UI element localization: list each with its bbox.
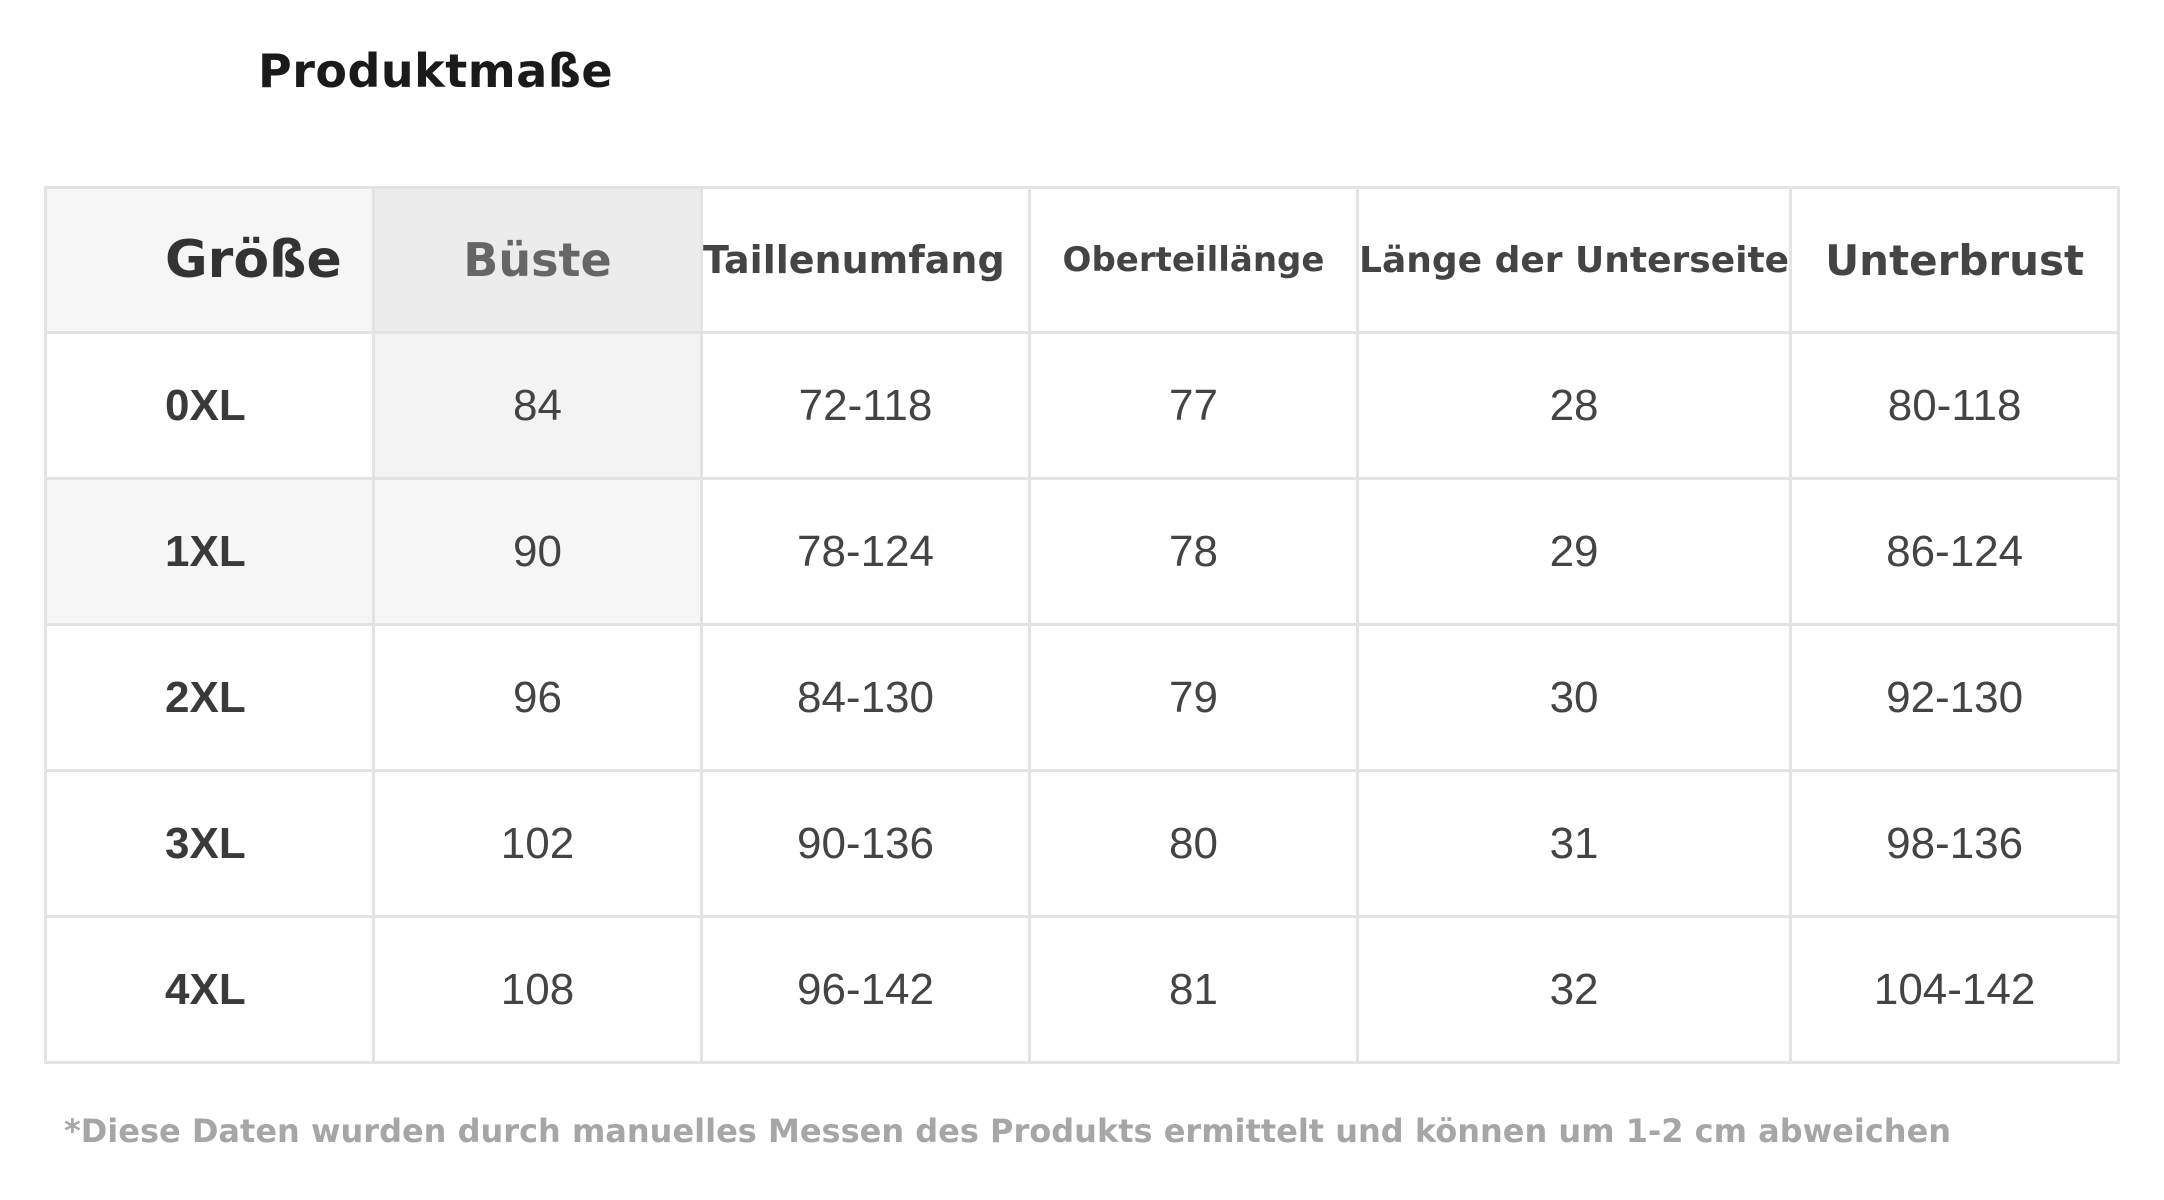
- top-length-cell: 77: [1028, 331, 1359, 480]
- header-top-length: Oberteillänge: [1028, 186, 1359, 334]
- table-row: 2XL 96 84-130 79 30 92-130: [44, 623, 2121, 772]
- size-chart-table: Größe Büste Taillenumfang Oberteillänge …: [44, 186, 2121, 1064]
- underbust-cell: 92-130: [1789, 623, 2121, 772]
- underbust-cell: 98-136: [1789, 769, 2121, 918]
- bust-cell: 108: [372, 915, 703, 1064]
- bust-cell: 90: [372, 477, 703, 626]
- bust-cell: 96: [372, 623, 703, 772]
- size-cell: 3XL: [44, 769, 375, 918]
- bottom-length-cell: 29: [1355, 477, 1793, 626]
- table-row: 1XL 90 78-124 78 29 86-124: [44, 477, 2121, 626]
- table-row: 0XL 84 72-118 77 28 80-118: [44, 331, 2121, 480]
- size-cell: 2XL: [44, 623, 375, 772]
- table-header-row: Größe Büste Taillenumfang Oberteillänge …: [44, 186, 2121, 334]
- underbust-cell: 104-142: [1789, 915, 2121, 1064]
- underbust-cell: 80-118: [1789, 331, 2121, 480]
- table-row: 3XL 102 90-136 80 31 98-136: [44, 769, 2121, 918]
- top-length-cell: 81: [1028, 915, 1359, 1064]
- waist-cell: 90-136: [700, 769, 1031, 918]
- size-cell: 1XL: [44, 477, 375, 626]
- table-row: 4XL 108 96-142 81 32 104-142: [44, 915, 2121, 1064]
- waist-cell: 72-118: [700, 331, 1031, 480]
- page-title: Produktmaße: [258, 44, 614, 98]
- bottom-length-cell: 32: [1355, 915, 1793, 1064]
- top-length-cell: 78: [1028, 477, 1359, 626]
- bottom-length-cell: 28: [1355, 331, 1793, 480]
- top-length-cell: 79: [1028, 623, 1359, 772]
- measurement-note: *Diese Daten wurden durch manuelles Mess…: [64, 1112, 1952, 1150]
- waist-cell: 96-142: [700, 915, 1031, 1064]
- bottom-length-cell: 31: [1355, 769, 1793, 918]
- underbust-cell: 86-124: [1789, 477, 2121, 626]
- bust-cell: 84: [372, 331, 703, 480]
- header-waist: Taillenumfang: [700, 186, 1031, 334]
- header-bottom-length: Länge der Unterseite: [1355, 186, 1793, 334]
- top-length-cell: 80: [1028, 769, 1359, 918]
- bust-cell: 102: [372, 769, 703, 918]
- waist-cell: 84-130: [700, 623, 1031, 772]
- size-cell: 0XL: [44, 331, 375, 480]
- header-bust: Büste: [372, 186, 703, 334]
- bottom-length-cell: 30: [1355, 623, 1793, 772]
- header-underbust: Unterbrust: [1789, 186, 2121, 334]
- size-cell: 4XL: [44, 915, 375, 1064]
- header-size: Größe: [44, 186, 375, 334]
- waist-cell: 78-124: [700, 477, 1031, 626]
